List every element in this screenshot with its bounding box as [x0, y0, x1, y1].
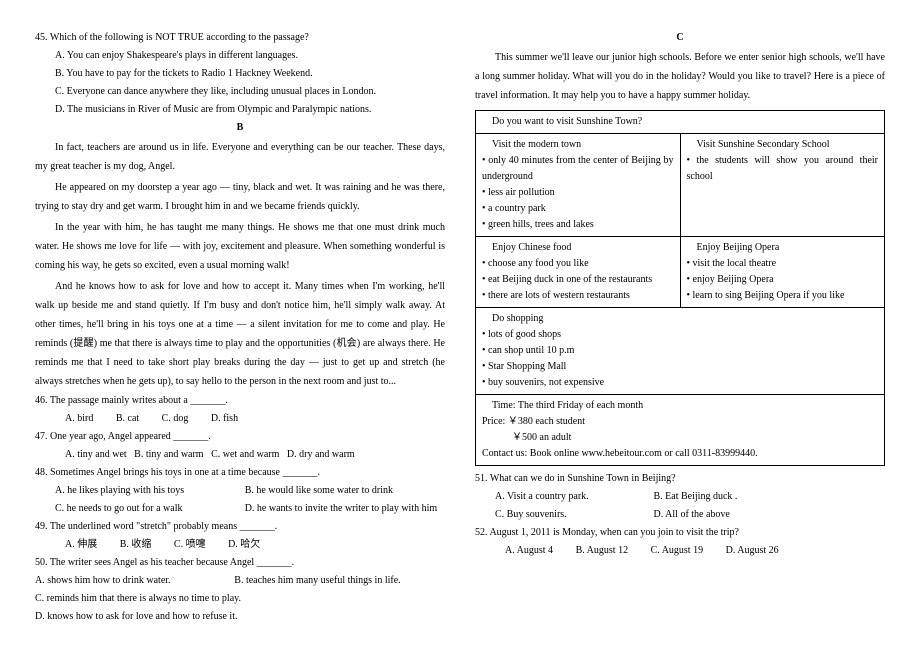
- r3r-title: Enjoy Beijing Opera: [697, 242, 780, 253]
- q49-b: B. 收缩: [120, 537, 152, 553]
- q51-c: C. Buy souvenirs.: [495, 507, 651, 523]
- q48-b: B. he would like some water to drink: [245, 485, 393, 496]
- q45-d: D. The musicians in River of Music are f…: [35, 102, 445, 118]
- r2l-2: • less air pollution: [482, 187, 555, 198]
- q47-text: 47. One year ago, Angel appeared _______…: [35, 429, 445, 445]
- q45-c: C. Everyone can dance anywhere they like…: [35, 84, 445, 100]
- q48-row2: C. he needs to go out for a walk D. he w…: [35, 501, 445, 517]
- q46-c: C. dog: [162, 411, 189, 427]
- r5-4: Contact us: Book online www.hebeitour.co…: [482, 448, 758, 459]
- table-r3-left: Enjoy Chinese food • choose any food you…: [476, 237, 681, 308]
- q51-b: B. Eat Beijing duck .: [654, 491, 738, 502]
- q52-b: B. August 12: [576, 543, 629, 559]
- q52-options: A. August 4 B. August 12 C. August 19 D.…: [475, 543, 885, 559]
- q51-a: A. Visit a country park.: [495, 489, 651, 505]
- right-column: C This summer we'll leave our junior hig…: [460, 30, 900, 620]
- q50-c: C. reminds him that there is always no t…: [35, 591, 445, 607]
- q45-a: A. You can enjoy Shakespeare's plays in …: [35, 48, 445, 64]
- q45-text: 45. Which of the following is NOT TRUE a…: [35, 30, 445, 46]
- passage-c: This summer we'll leave our junior high …: [475, 48, 885, 105]
- table-r2-right: Visit Sunshine Secondary School • the st…: [680, 134, 885, 237]
- q50-text: 50. The writer sees Angel as his teacher…: [35, 555, 445, 571]
- q52-a: A. August 4: [505, 543, 553, 559]
- table-r3-right: Enjoy Beijing Opera • visit the local th…: [680, 237, 885, 308]
- r4-4: • buy souvenirs, not expensive: [482, 377, 604, 388]
- q46-b: B. cat: [116, 411, 139, 427]
- passage-c-text: This summer we'll leave our junior high …: [475, 48, 885, 105]
- r5-1: Time: The third Friday of each month: [492, 400, 643, 411]
- q48-a: A. he likes playing with his toys: [55, 483, 242, 499]
- q48-c: C. he needs to go out for a walk: [55, 501, 242, 517]
- r5-2: Price: ￥380 each student: [482, 416, 585, 427]
- r2l-1: • only 40 minutes from the center of Bei…: [482, 155, 674, 182]
- q50-b: B. teaches him many useful things in lif…: [234, 575, 400, 586]
- r3l-title: Enjoy Chinese food: [492, 242, 571, 253]
- r3r-2: • enjoy Beijing Opera: [687, 274, 774, 285]
- table-r1: Do you want to visit Sunshine Town?: [476, 111, 885, 134]
- q49-options: A. 伸展 B. 收缩 C. 喷嚏 D. 哈欠: [35, 537, 445, 553]
- table-r2-left: Visit the modern town • only 40 minutes …: [476, 134, 681, 237]
- q49-c: C. 喷嚏: [174, 537, 206, 553]
- r3l-3: • there are lots of western restaurants: [482, 290, 630, 301]
- passage-b: In fact, teachers are around us in life.…: [35, 138, 445, 391]
- q49-d: D. 哈欠: [228, 537, 260, 553]
- r4-1: • lots of good shops: [482, 329, 561, 340]
- q46-options: A. bird B. cat C. dog D. fish: [35, 411, 445, 427]
- r2l-4: • green hills, trees and lakes: [482, 219, 594, 230]
- passage-b-p3: In the year with him, he has taught me m…: [35, 218, 445, 275]
- left-column: 45. Which of the following is NOT TRUE a…: [20, 30, 460, 620]
- q50-d: D. knows how to ask for love and how to …: [35, 609, 445, 625]
- q51-row1: A. Visit a country park. B. Eat Beijing …: [475, 489, 885, 505]
- q50-row1: A. shows him how to drink water. B. teac…: [35, 573, 445, 589]
- passage-b-p2: He appeared on my doorstep a year ago — …: [35, 178, 445, 216]
- q48-row1: A. he likes playing with his toys B. he …: [35, 483, 445, 499]
- q47-a: A. tiny and wet: [65, 447, 127, 463]
- travel-table: Do you want to visit Sunshine Town? Visi…: [475, 110, 885, 466]
- r3l-1: • choose any food you like: [482, 258, 589, 269]
- q52-d: D. August 26: [726, 543, 779, 559]
- q48-text: 48. Sometimes Angel brings his toys in o…: [35, 465, 445, 481]
- q50-a: A. shows him how to drink water.: [35, 573, 232, 589]
- r2l-title: Visit the modern town: [492, 139, 581, 150]
- passage-b-p1: In fact, teachers are around us in life.…: [35, 138, 445, 176]
- q45-b: B. You have to pay for the tickets to Ra…: [35, 66, 445, 82]
- q48-d: D. he wants to invite the writer to play…: [245, 503, 437, 514]
- q46-a: A. bird: [65, 411, 93, 427]
- q49-a: A. 伸展: [65, 537, 97, 553]
- q51-text: 51. What can we do in Sunshine Town in B…: [475, 471, 885, 487]
- r3r-3: • learn to sing Beijing Opera if you lik…: [687, 290, 845, 301]
- q52-text: 52. August 1, 2011 is Monday, when can y…: [475, 525, 885, 541]
- q47-c: C. wet and warm: [211, 447, 279, 463]
- section-b-title: B: [35, 120, 445, 136]
- r2r-title: Visit Sunshine Secondary School: [697, 139, 830, 150]
- q49-text: 49. The underlined word "stretch" probab…: [35, 519, 445, 535]
- q47-options: A. tiny and wet B. tiny and warm C. wet …: [35, 447, 445, 463]
- q51-row2: C. Buy souvenirs. D. All of the above: [475, 507, 885, 523]
- table-r4: Do shopping • lots of good shops • can s…: [476, 308, 885, 395]
- r3l-2: • eat Beijing duck in one of the restaur…: [482, 274, 652, 285]
- q51-d: D. All of the above: [654, 509, 730, 520]
- table-r5: Time: The third Friday of each month Pri…: [476, 395, 885, 466]
- q47-b: B. tiny and warm: [134, 447, 203, 463]
- q46-text: 46. The passage mainly writes about a __…: [35, 393, 445, 409]
- r4-3: • Star Shopping Mall: [482, 361, 566, 372]
- passage-b-p4: And he knows how to ask for love and how…: [35, 277, 445, 391]
- r3r-1: • visit the local theatre: [687, 258, 777, 269]
- r4-2: • can shop until 10 p.m: [482, 345, 574, 356]
- r4-title: Do shopping: [492, 313, 543, 324]
- r2r-1: • the students will show you around thei…: [687, 155, 879, 182]
- q47-d: D. dry and warm: [287, 447, 355, 463]
- r5-3: ￥500 an adult: [482, 432, 571, 443]
- section-c-title: C: [475, 30, 885, 46]
- q52-c: C. August 19: [651, 543, 704, 559]
- r2l-3: • a country park: [482, 203, 546, 214]
- q46-d: D. fish: [211, 411, 238, 427]
